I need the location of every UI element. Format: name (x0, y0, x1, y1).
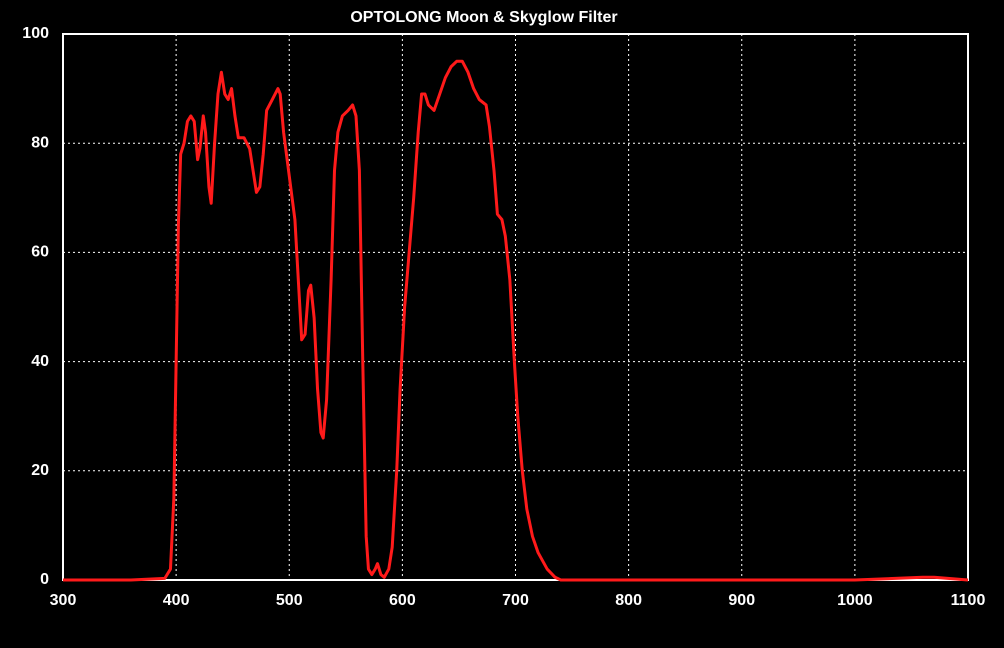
y-tick-label: 80 (31, 134, 49, 151)
x-tick-label: 900 (728, 592, 755, 609)
x-tick-label: 1100 (951, 592, 986, 609)
y-tick-label: 20 (31, 462, 49, 479)
x-tick-label: 800 (615, 592, 642, 609)
x-tick-label: 700 (502, 592, 529, 609)
x-tick-label: 600 (389, 592, 416, 609)
x-tick-label: 300 (50, 592, 77, 609)
chart-title: OPTOLONG Moon & Skyglow Filter (350, 9, 617, 26)
y-tick-label: 40 (31, 353, 49, 370)
data-line (63, 59, 969, 582)
x-tick-label: 500 (276, 592, 303, 609)
y-tick-label: 60 (31, 244, 49, 261)
y-tick-label: 100 (22, 25, 49, 42)
x-tick-label: 400 (163, 592, 190, 609)
y-tick-label: 0 (40, 571, 49, 588)
plot-frame (62, 33, 969, 581)
x-tick-label: 1000 (837, 592, 873, 609)
